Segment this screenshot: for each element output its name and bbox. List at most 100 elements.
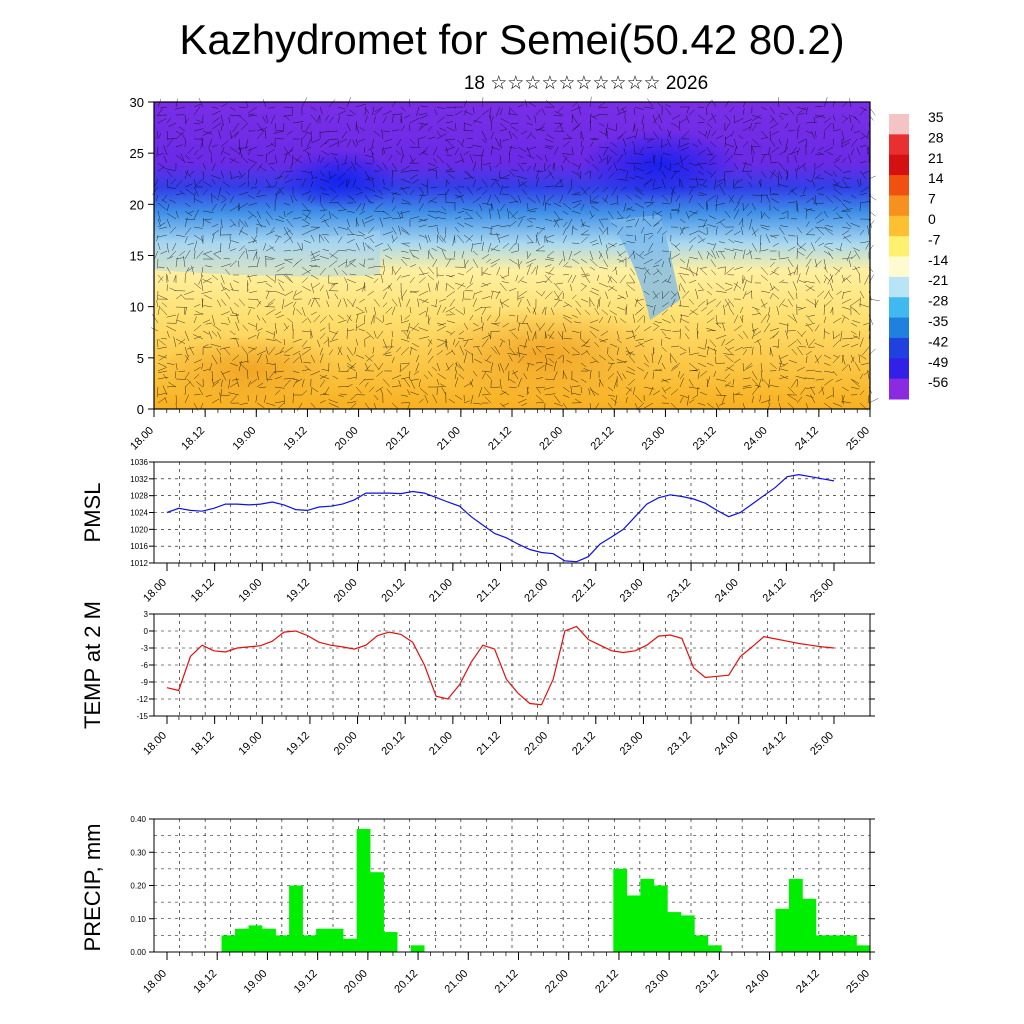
wind-vector	[445, 188, 450, 196]
wind-vector	[557, 290, 564, 299]
wind-vector	[545, 145, 555, 148]
wind-vector	[287, 233, 294, 244]
wind-vector	[396, 346, 402, 353]
wind-vector	[165, 168, 177, 172]
wind-vector	[157, 202, 167, 211]
wind-vector	[157, 222, 166, 228]
wind-vector	[364, 186, 376, 192]
wind-vector	[346, 362, 355, 369]
wind-vector	[173, 274, 177, 283]
wind-vector	[622, 373, 627, 380]
precip-bar	[275, 935, 290, 952]
wind-vector	[562, 235, 567, 244]
wind-vector	[630, 268, 636, 276]
wind-vector	[571, 274, 577, 284]
wind-vector	[337, 261, 347, 268]
wind-vector	[446, 201, 456, 204]
wind-vector	[733, 251, 737, 260]
wind-vector	[406, 322, 411, 334]
wind-vector	[508, 243, 516, 252]
wind-vector	[832, 333, 841, 340]
wind-vector	[843, 235, 852, 244]
x-tick-label: 20.12	[392, 968, 420, 996]
x-tick-label: 24.12	[761, 577, 789, 605]
wind-vector	[739, 316, 744, 324]
wind-vector	[517, 242, 519, 252]
y-tick-label: 5	[137, 351, 144, 366]
wind-vector	[778, 138, 782, 146]
wind-vector	[823, 330, 830, 335]
wind-vector	[193, 316, 197, 324]
wind-vector	[849, 114, 852, 124]
wind-vector	[409, 146, 421, 149]
wind-vector	[289, 162, 294, 169]
wind-vector	[469, 380, 474, 388]
wind-vector	[697, 300, 706, 308]
wind-vector	[220, 288, 227, 292]
wind-vector	[589, 210, 593, 218]
wind-vector	[259, 165, 267, 172]
wind-vector	[184, 371, 190, 380]
wind-vector	[229, 114, 241, 117]
wind-vector	[751, 395, 754, 404]
wind-vector	[473, 242, 483, 245]
wind-vector	[247, 194, 256, 200]
wind-vector	[850, 114, 858, 120]
wind-vector	[313, 282, 321, 288]
x-tick-label: 23.12	[694, 968, 722, 996]
wind-vector	[594, 307, 600, 316]
wind-vector	[265, 114, 269, 123]
wind-vector	[598, 122, 605, 127]
wind-vector	[692, 143, 699, 148]
x-tick-label: 18.12	[191, 968, 219, 996]
wind-vector	[860, 132, 870, 140]
wind-vector	[159, 307, 168, 316]
wind-vector	[535, 128, 546, 132]
wind-vector	[805, 266, 810, 276]
wind-vector	[833, 188, 843, 196]
wind-vector	[246, 280, 249, 292]
x-tick-label: 19.12	[284, 577, 312, 605]
wind-vector	[274, 262, 285, 268]
wind-vector	[211, 398, 220, 404]
wind-vector	[399, 210, 411, 214]
wind-vector	[850, 378, 860, 384]
wind-vector	[391, 113, 403, 116]
wind-vector	[841, 130, 845, 142]
wind-vector	[742, 108, 745, 116]
wind-vector	[209, 362, 213, 372]
wind-vector	[394, 266, 402, 276]
wind-vector	[544, 234, 549, 244]
wind-vector	[656, 210, 663, 215]
wind-vector	[255, 178, 258, 186]
wind-vector	[699, 184, 708, 188]
wind-vector	[851, 379, 861, 388]
wind-vector	[589, 319, 599, 324]
wind-vector	[598, 226, 603, 233]
wind-vector	[200, 138, 204, 149]
wind-vector	[274, 236, 280, 244]
wind-vector	[301, 277, 308, 284]
wind-vector	[535, 226, 546, 230]
wind-vector	[274, 376, 282, 380]
precip-bar	[262, 928, 276, 952]
wind-vector	[499, 402, 506, 408]
wind-vector	[223, 257, 231, 260]
wind-vector	[805, 284, 816, 292]
wind-vector	[661, 378, 669, 383]
wind-vector	[678, 272, 690, 276]
wind-vector	[351, 298, 357, 307]
wind-vector	[175, 131, 184, 140]
wind-vector	[780, 225, 789, 228]
wind-vector	[418, 276, 426, 284]
wind-vector	[274, 175, 283, 180]
wind-vector	[672, 330, 681, 332]
wind-vector	[274, 193, 278, 204]
wind-vector	[535, 401, 544, 404]
wind-vector	[277, 402, 285, 409]
wind-vector	[661, 143, 669, 148]
wind-vector	[841, 208, 853, 212]
wind-vector	[625, 170, 629, 180]
wind-vector	[841, 274, 845, 282]
wind-vector	[435, 282, 438, 290]
